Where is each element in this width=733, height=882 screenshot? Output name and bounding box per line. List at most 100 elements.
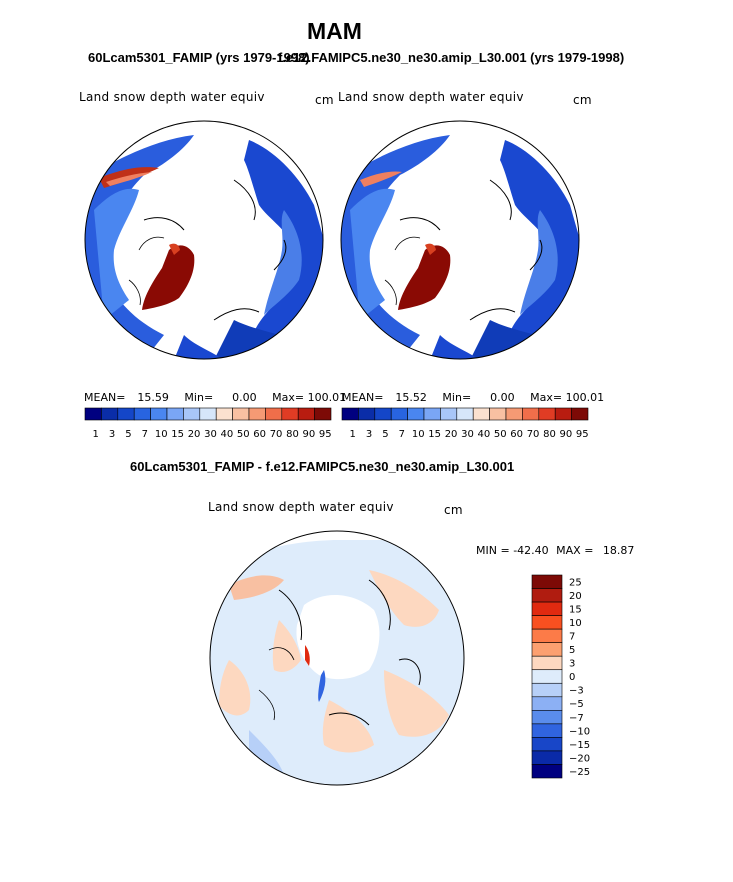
colorbar-swatch [554, 407, 572, 421]
colorbar-swatch [390, 407, 408, 421]
mean-label: MEAN= [342, 391, 384, 404]
min-label: MIN = [476, 544, 510, 557]
mean-label: MEAN= [84, 391, 126, 404]
colorbar-swatch [531, 574, 563, 589]
colorbar-swatch [531, 764, 563, 779]
colorbar-tick-label: 80 [286, 429, 299, 440]
colorbar-swatch [232, 407, 250, 421]
max-label: MAX = [556, 544, 594, 557]
colorbar-tick-label: 7 [569, 632, 575, 643]
colorbar-tick-label: −15 [569, 740, 590, 751]
panel1-stats: MEAN= 15.59 Min= 0.00 Max= 100.01 [84, 391, 346, 404]
colorbar-tick-label: 70 [527, 429, 540, 440]
colorbar-tick-label: 15 [569, 605, 582, 616]
diff-field-label: Land snow depth water equiv [208, 500, 394, 514]
colorbar-tick-label: 15 [171, 429, 184, 440]
colorbar-tick-label: 20 [445, 429, 458, 440]
colorbar-tick-label: 70 [270, 429, 283, 440]
colorbar-panel2: 1 3 5 7 10 15 20 30 40 50 60 70 80 90 95 [341, 407, 589, 440]
colorbar-swatch [531, 655, 563, 671]
max-label: Max= [272, 391, 305, 404]
colorbar-swatch [440, 407, 458, 421]
colorbar-swatch [314, 407, 332, 421]
colorbar-tick-label: 5 [382, 429, 388, 440]
max-value: 100.01 [565, 391, 605, 404]
colorbar-swatch [150, 407, 168, 421]
colorbar-swatch [456, 407, 474, 421]
colorbar-tick-label: 10 [155, 429, 168, 440]
colorbar-swatch [84, 407, 102, 421]
colorbar-tick-label: 15 [428, 429, 441, 440]
colorbar-tick-label: 1 [92, 429, 98, 440]
colorbar-tick-label: 0 [569, 672, 575, 683]
colorbar-swatch [407, 407, 425, 421]
colorbar-tick-label: 3 [366, 429, 372, 440]
panel1-subtitle: 60Lcam5301_FAMIP (yrs 1979-1998) [88, 50, 310, 65]
colorbar-swatch [531, 737, 563, 752]
colorbar-swatch [522, 407, 540, 421]
colorbar-swatch [531, 696, 563, 711]
colorbar-swatch [117, 407, 135, 421]
colorbar-swatch [248, 407, 266, 421]
colorbar-swatch [531, 588, 563, 603]
colorbar-tick-label: 5 [569, 645, 575, 656]
colorbar-swatch [358, 407, 376, 421]
colorbar-swatch [531, 682, 563, 698]
max-label: Max= [530, 391, 563, 404]
panel2-stats: MEAN= 15.52 Min= 0.00 Max= 100.01 [342, 391, 604, 404]
colorbar-tick-label: 60 [253, 429, 266, 440]
min-label: Min= [442, 391, 472, 404]
colorbar-tick-label: 3 [569, 659, 575, 670]
colorbar-swatch [531, 669, 563, 684]
page-title: MAM [307, 18, 362, 44]
colorbar-swatch [281, 407, 299, 421]
colorbar-swatch [423, 407, 441, 421]
colorbar-tick-label: 10 [412, 429, 425, 440]
colorbar-swatch [531, 723, 563, 738]
min-value: 0.00 [232, 391, 257, 404]
colorbar-tick-label: 1 [349, 429, 355, 440]
colorbar-tick-label: 20 [188, 429, 201, 440]
colorbar-swatch [571, 407, 589, 421]
colorbar-swatch [489, 407, 507, 421]
min-value: 0.00 [490, 391, 515, 404]
mean-value: 15.59 [137, 391, 169, 404]
colorbar-tick-label: 90 [559, 429, 572, 440]
panel2-subtitle: f.e12.FAMIPC5.ne30_ne30.amip_L30.001 (yr… [278, 50, 625, 65]
colorbar-swatch [166, 407, 184, 421]
panel2-units: cm [573, 93, 592, 107]
colorbar-swatch [215, 407, 233, 421]
colorbar-tick-label: 25 [569, 577, 582, 588]
mean-value: 15.52 [395, 391, 427, 404]
panel1-units: cm [315, 93, 334, 107]
colorbar-tick-label: 30 [461, 429, 474, 440]
colorbar-tick-label: 30 [204, 429, 217, 440]
colorbar-swatch [374, 407, 392, 421]
colorbar-tick-label: −10 [569, 726, 590, 737]
colorbar-swatch [199, 407, 217, 421]
colorbar-swatch [531, 710, 563, 725]
colorbar-tick-label: 7 [142, 429, 148, 440]
colorbar-panel1: 1 3 5 7 10 15 20 30 40 50 60 70 80 90 95 [84, 407, 332, 440]
colorbar-swatch [472, 407, 490, 421]
colorbar-tick-label: 40 [220, 429, 233, 440]
colorbar-swatch [133, 407, 151, 421]
colorbar-tick-label: 80 [543, 429, 556, 440]
colorbar-swatch [531, 750, 563, 765]
colorbar-swatch [101, 407, 119, 421]
colorbar-tick-label: −5 [569, 699, 584, 710]
colorbar-tick-label: 60 [510, 429, 523, 440]
colorbar-swatch [341, 407, 359, 421]
colorbar-swatch [505, 407, 523, 421]
colorbar-tick-label: −20 [569, 753, 590, 764]
colorbar-tick-label: −3 [569, 686, 584, 697]
colorbar-tick-label: 40 [477, 429, 490, 440]
colorbar-tick-label: −25 [569, 767, 590, 778]
colorbar-tick-label: 50 [237, 429, 250, 440]
colorbar-tick-label: −7 [569, 713, 584, 724]
colorbar-tick-label: 3 [109, 429, 115, 440]
colorbar-tick-label: 10 [569, 618, 582, 629]
colorbar-diff: 25 20 15 10 7 5 3 0 −3 −5 −7 −10 −15 −20 −25 [531, 574, 590, 779]
colorbar-tick-label: 90 [302, 429, 315, 440]
max-value: 100.01 [307, 391, 347, 404]
